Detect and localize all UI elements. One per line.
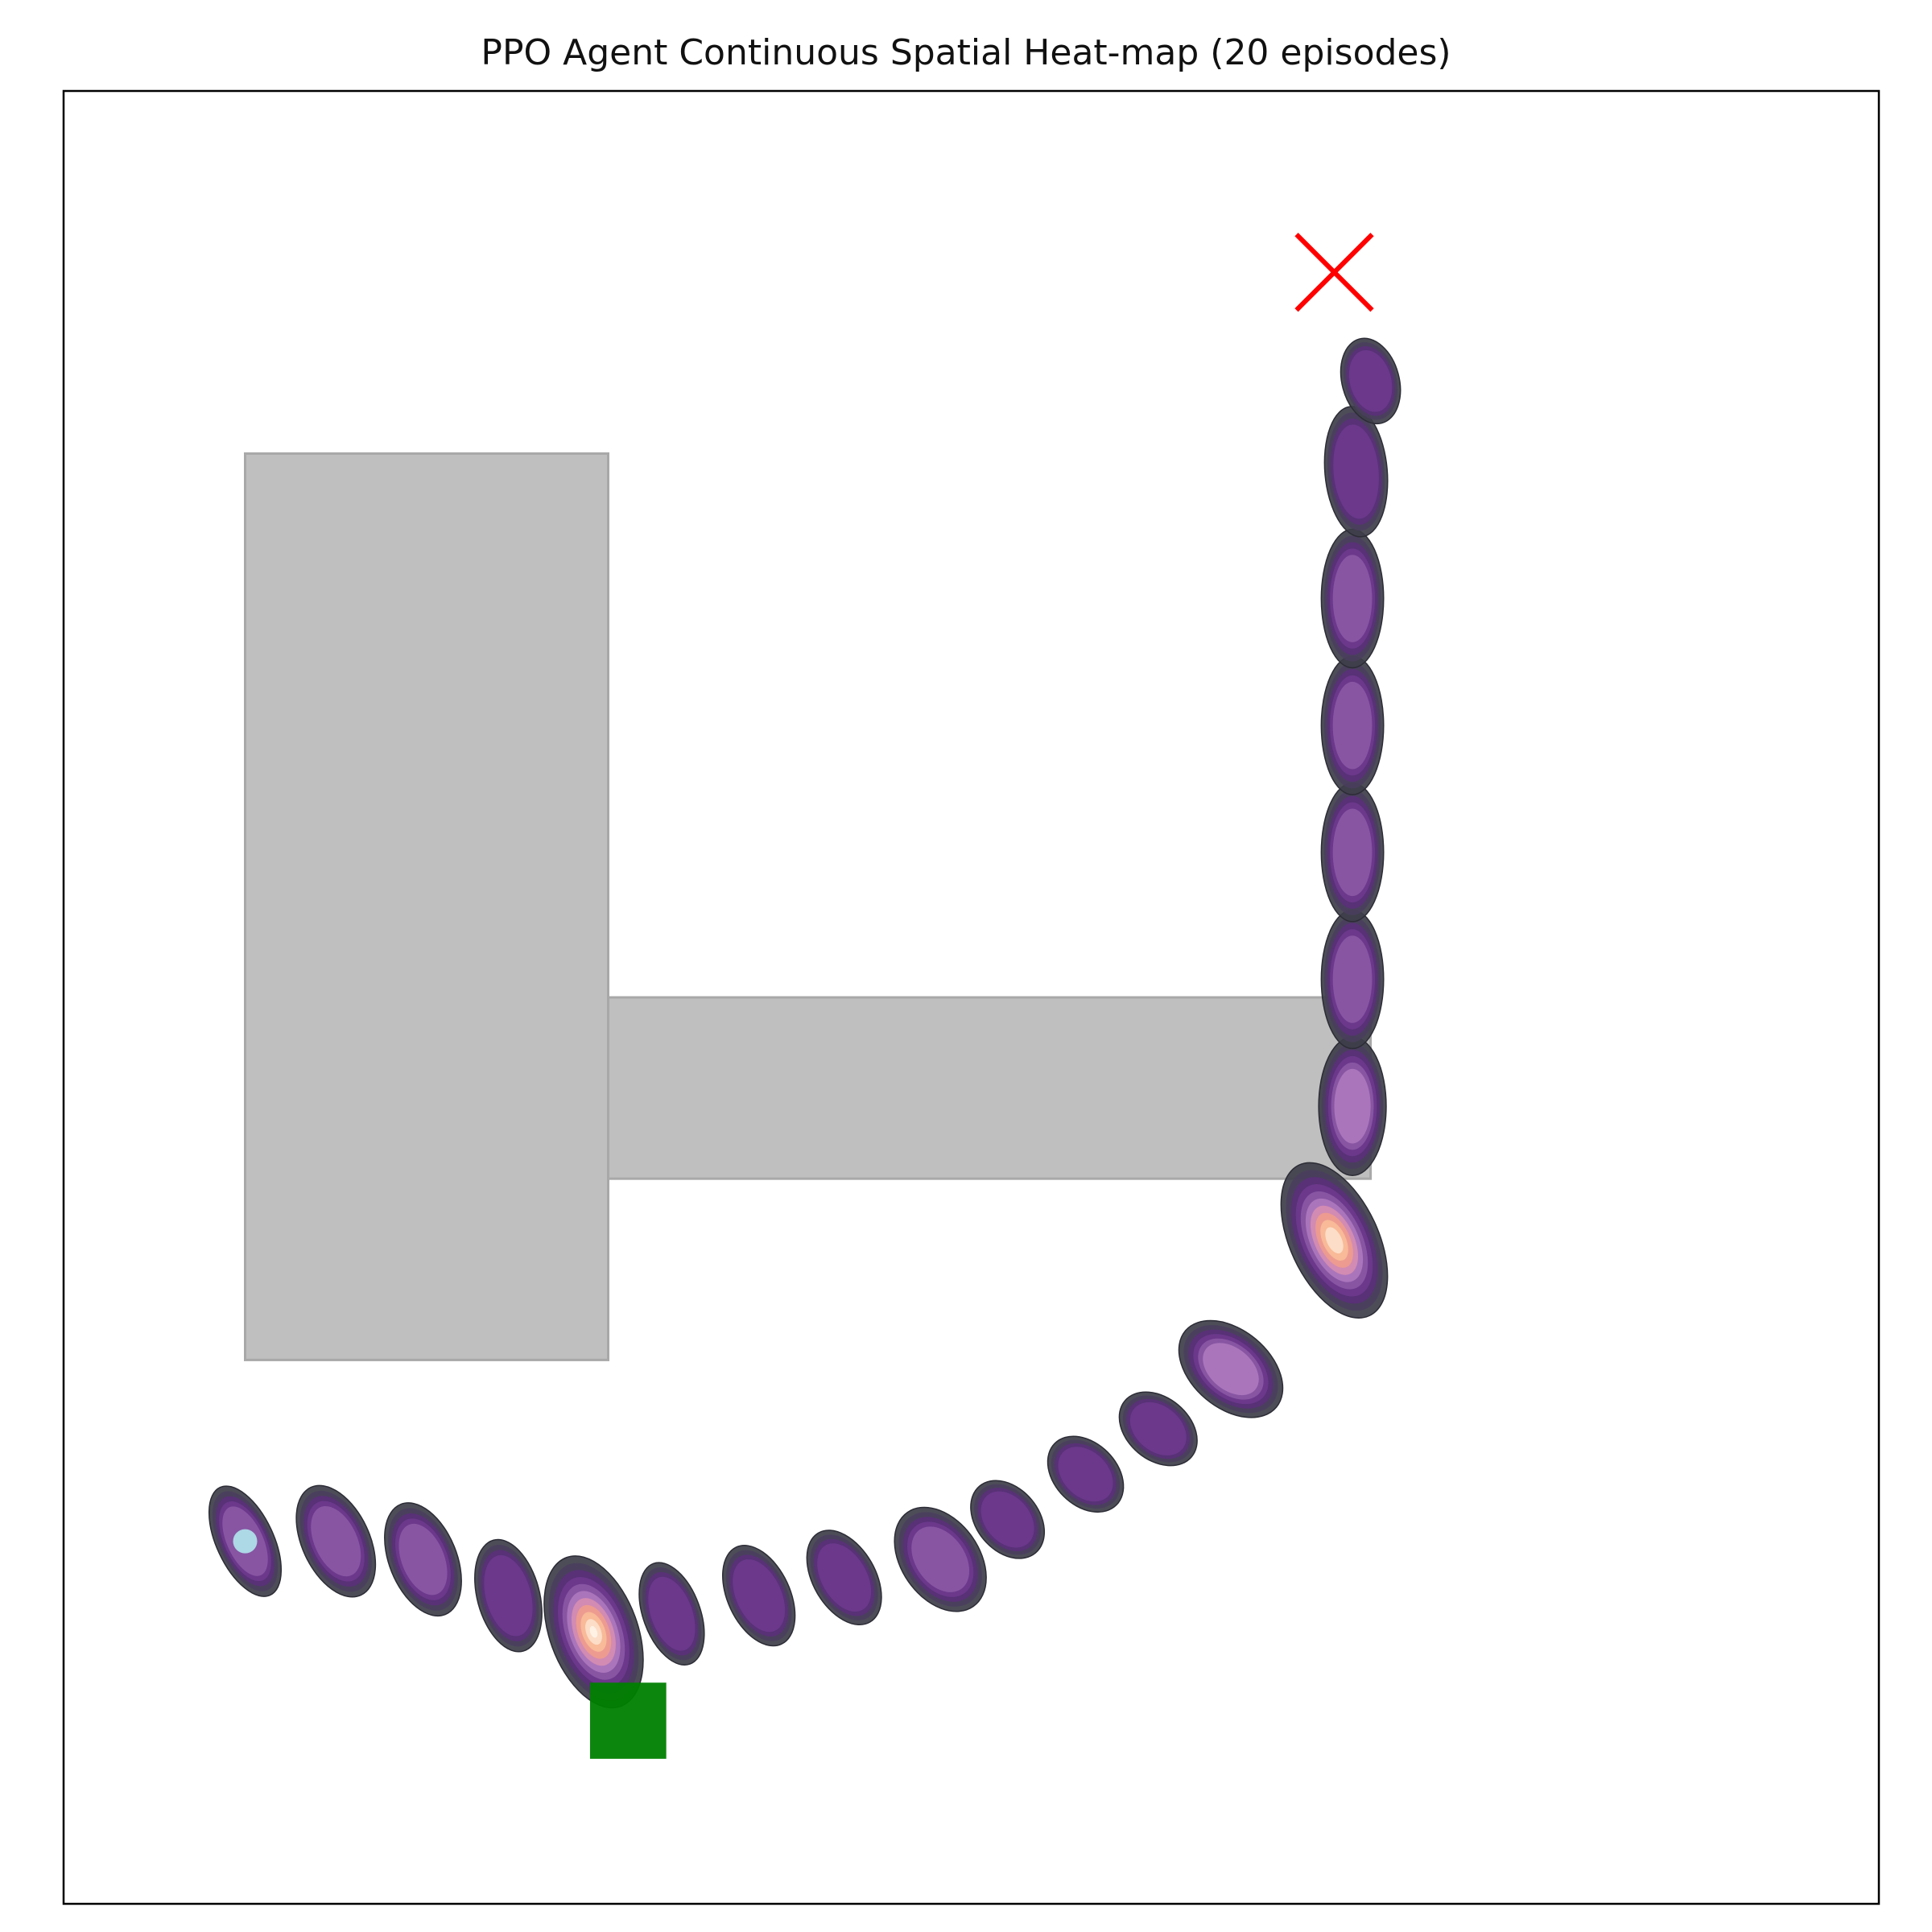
- obstacle-horizontal-bar: [607, 996, 1373, 1180]
- density-blob-18: [1320, 528, 1385, 669]
- density-blob-3: [474, 1538, 543, 1653]
- density-blob-6: [722, 1545, 796, 1647]
- chart-title: PPO Agent Continuous Spatial Heat-map (2…: [481, 32, 1451, 73]
- end-square-marker: [589, 1682, 667, 1759]
- density-contour: [1333, 424, 1379, 519]
- density-blob-16: [1320, 782, 1385, 923]
- density-blob-20: [1340, 337, 1402, 425]
- density-blob-11: [1118, 1391, 1198, 1467]
- density-blob-15: [1320, 909, 1385, 1050]
- density-contour: [311, 1505, 361, 1577]
- density-contour: [1129, 1402, 1187, 1456]
- density-blob-10: [1046, 1435, 1125, 1513]
- density-blob-8: [894, 1506, 987, 1612]
- density-contour: [1332, 808, 1373, 897]
- density-blob-7: [806, 1530, 882, 1626]
- density-contour: [398, 1523, 448, 1596]
- density-contour: [1325, 1227, 1344, 1254]
- axes-frame: [62, 89, 1880, 1905]
- density-contour: [1203, 1343, 1259, 1396]
- density-blob-5: [638, 1562, 705, 1666]
- density-blob-17: [1320, 655, 1385, 796]
- density-contour: [484, 1554, 533, 1637]
- density-blob-14: [1318, 1036, 1387, 1176]
- start-marker: [233, 1529, 258, 1554]
- density-contour: [733, 1559, 786, 1633]
- density-contour: [980, 1491, 1034, 1548]
- density-contour: [648, 1576, 696, 1651]
- density-blob-12: [1178, 1319, 1284, 1418]
- density-contour: [1332, 681, 1373, 770]
- density-contour: [1348, 349, 1393, 412]
- density-blob-9: [970, 1480, 1046, 1559]
- density-blob-2: [384, 1502, 462, 1617]
- obstacle-tall-block: [244, 452, 609, 1361]
- goal-x-marker: [1294, 233, 1374, 312]
- density-contour: [1332, 935, 1373, 1023]
- density-blob-13: [1280, 1162, 1389, 1319]
- density-contour: [817, 1543, 872, 1612]
- markers-layer: [233, 233, 1374, 1759]
- density-layer: [208, 337, 1402, 1709]
- density-blob-19: [1323, 406, 1389, 538]
- density-contour: [911, 1526, 970, 1592]
- density-blob-4: [543, 1555, 644, 1709]
- density-contour: [1332, 555, 1373, 642]
- density-blob-1: [295, 1484, 377, 1598]
- density-contour: [589, 1625, 598, 1638]
- density-contour: [1058, 1447, 1113, 1502]
- density-contour: [1334, 1068, 1371, 1144]
- obstacles-layer: [244, 452, 1373, 1361]
